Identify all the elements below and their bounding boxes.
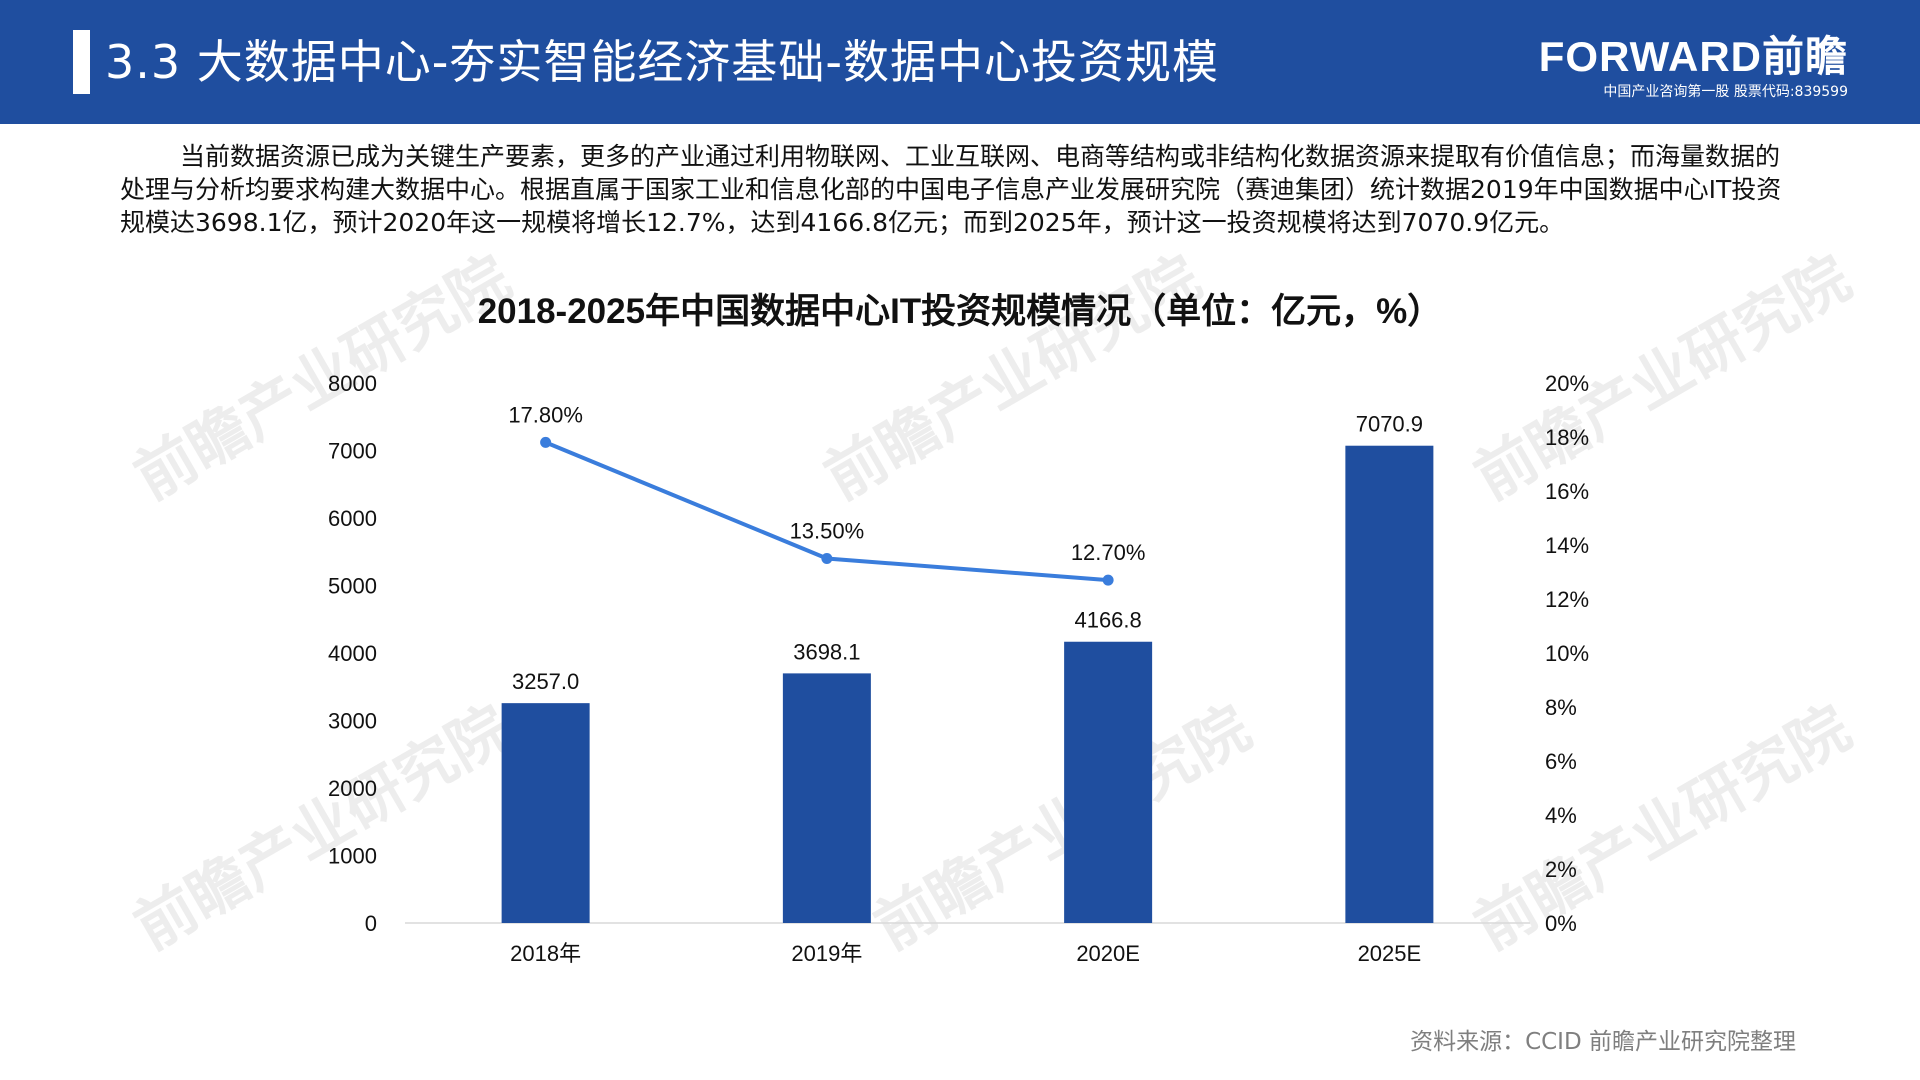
chart-title: 2018-2025年中国数据中心IT投资规模情况（单位：亿元，%） [477, 292, 1443, 331]
y2-tick-label: 8% [1545, 695, 1577, 720]
y-tick-label: 5000 [328, 574, 377, 599]
bar-value-label: 3257.0 [512, 669, 579, 694]
y2-tick-label: 18% [1545, 425, 1589, 450]
header-banner: 3.3 大数据中心-夯实智能经济基础-数据中心投资规模 FORWARD前瞻 中国… [0, 0, 1920, 124]
growth-point [1102, 574, 1114, 586]
intro-paragraph: 当前数据资源已成为关键生产要素，更多的产业通过利用物联网、工业互联网、电商等结构… [120, 142, 1782, 237]
y-tick-label: 3000 [328, 709, 377, 734]
bar-value-label: 4166.8 [1074, 608, 1141, 633]
y2-tick-label: 14% [1545, 533, 1589, 558]
page-title: 3.3 大数据中心-夯实智能经济基础-数据中心投资规模 [105, 35, 1219, 89]
y2-tick-label: 6% [1545, 749, 1577, 774]
y-tick-label: 6000 [328, 506, 377, 531]
y2-tick-label: 0% [1545, 911, 1577, 936]
y2-tick-label: 10% [1545, 641, 1589, 666]
growth-value-label: 17.80% [508, 402, 583, 427]
y2-tick-label: 20% [1545, 371, 1589, 396]
y-tick-label: 7000 [328, 439, 377, 464]
x-tick-label: 2020E [1076, 941, 1140, 966]
x-tick-label: 2025E [1358, 941, 1422, 966]
y-tick-label: 1000 [328, 844, 377, 869]
bar [501, 703, 590, 923]
title-accent-bar [73, 30, 90, 94]
logo-wordmark: FORWARD前瞻 [1538, 33, 1848, 80]
bar [782, 673, 871, 923]
x-tick-label: 2019年 [791, 941, 862, 966]
growth-point [821, 553, 833, 564]
bar [1064, 641, 1153, 923]
y-tick-label: 4000 [328, 641, 377, 666]
growth-point [540, 436, 552, 448]
bar-value-label: 7070.9 [1356, 412, 1423, 437]
x-tick-label: 2018年 [510, 941, 581, 966]
y-tick-label: 8000 [328, 371, 377, 396]
growth-value-label: 13.50% [790, 519, 865, 544]
forward-logo: FORWARD前瞻 中国产业咨询第一股 股票代码:839599 [1528, 34, 1848, 104]
bar-value-label: 3698.1 [793, 639, 860, 664]
y2-tick-label: 4% [1545, 803, 1577, 828]
y2-tick-label: 2% [1545, 857, 1577, 882]
logo-tagline: 中国产业咨询第一股 股票代码:839599 [1603, 84, 1848, 100]
y2-tick-label: 16% [1545, 479, 1589, 504]
y2-tick-label: 12% [1545, 587, 1589, 612]
source-note: 资料来源：CCID 前瞻产业研究院整理 [1410, 1029, 1796, 1055]
y-tick-label: 2000 [328, 776, 377, 801]
growth-value-label: 12.70% [1071, 540, 1146, 565]
y-tick-label: 0 [365, 911, 377, 936]
bar [1345, 445, 1434, 923]
